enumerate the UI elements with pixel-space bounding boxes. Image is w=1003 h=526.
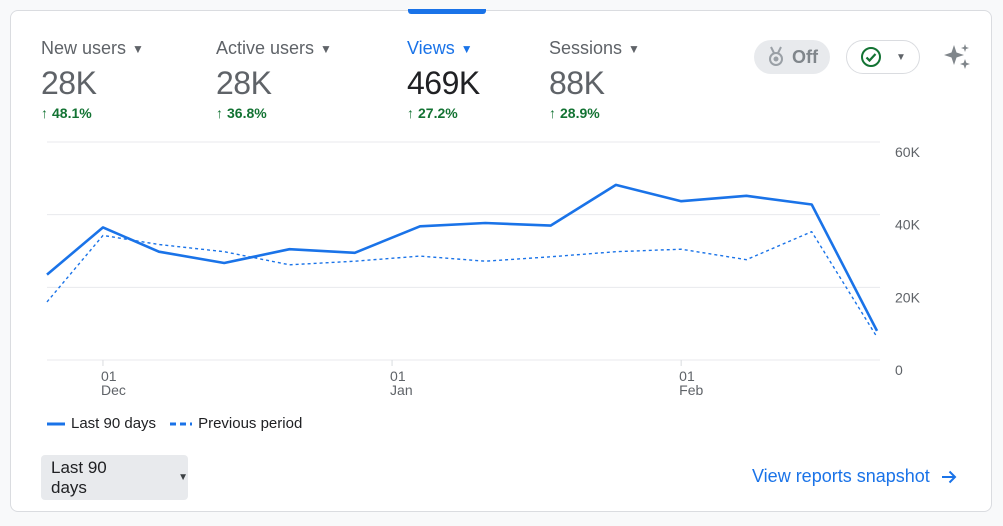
metric-delta-active-users: ↑ 36.8% [216,105,267,121]
toggle-label: Off [792,46,818,67]
x-tick-label: 01 [390,368,406,384]
series-line-last-90-days [46,183,879,332]
metric-views[interactable]: Views ▼ 469K ↑ 27.2% [407,38,480,121]
y-tick-label: 40K [895,217,921,233]
metric-new-users[interactable]: New users ▼ 28K ↑ 48.1% [41,38,144,121]
metric-value-new-users: 28K [41,65,97,101]
legend-item-current: Last 90 days [47,415,156,432]
caret-down-icon: ▼ [132,41,144,56]
caret-down-icon: ▼ [178,472,188,483]
check-circle-icon [861,47,882,67]
active-tab-indicator [408,9,486,14]
metric-label-sessions[interactable]: Sessions ▼ [549,38,640,58]
insights-toggle[interactable]: Off [754,40,830,74]
chart-grid [47,141,880,361]
chart-legend: Last 90 days Previous period [47,415,302,432]
arrow-right-icon [941,470,957,483]
x-tick-sublabel: Jan [390,382,413,398]
solid-line-swatch [47,422,65,425]
x-tick-sublabel: Dec [101,382,126,398]
caret-down-icon: ▼ [460,41,473,56]
caret-down-icon: ▼ [628,41,640,56]
sparkle-icon[interactable] [938,38,976,76]
overview-card [10,10,992,512]
metric-value-views: 469K [407,65,480,101]
metric-value-active-users: 28K [216,65,272,101]
arrow-up-icon: ↑ [407,105,414,121]
metric-delta-views: ↑ 27.2% [407,105,458,121]
x-tick-label: 01 [679,368,695,384]
date-range-dropdown[interactable]: Last 90 days ▼ [41,455,188,500]
caret-down-icon: ▼ [320,41,332,56]
y-tick-label: 20K [895,289,921,305]
legend-item-previous: Previous period [170,415,302,432]
arrow-up-icon: ↑ [549,105,556,121]
metric-value-sessions: 88K [549,65,605,101]
view-reports-snapshot-link[interactable]: View reports snapshot [752,466,958,487]
arrow-up-icon: ↑ [41,105,48,121]
date-range-label: Last 90 days [51,457,107,497]
award-icon [769,46,783,66]
series-line-previous-period [46,230,878,338]
metric-sessions[interactable]: Sessions ▼ 88K ↑ 28.9% [549,38,640,121]
x-tick-sublabel: Feb [679,382,703,398]
x-tick-label: 01 [101,368,117,384]
arrow-up-icon: ↑ [216,105,223,121]
metric-label-new-users[interactable]: New users ▼ [41,38,144,58]
chart-series [46,183,879,338]
y-axis: 60K 40K 20K 0 [895,144,921,378]
data-quality-dropdown[interactable]: ▼ [846,40,920,74]
metric-active-users[interactable]: Active users ▼ 28K ↑ 36.8% [216,38,332,121]
caret-down-icon: ▼ [896,51,906,63]
dashed-line-swatch [170,422,193,425]
metric-label-views[interactable]: Views ▼ [407,38,473,58]
metric-label-active-users[interactable]: Active users ▼ [216,38,332,58]
metric-delta-sessions: ↑ 28.9% [549,105,600,121]
y-tick-label: 60K [895,144,921,160]
y-tick-label: 0 [895,362,903,378]
metric-delta-new-users: ↑ 48.1% [41,105,92,121]
